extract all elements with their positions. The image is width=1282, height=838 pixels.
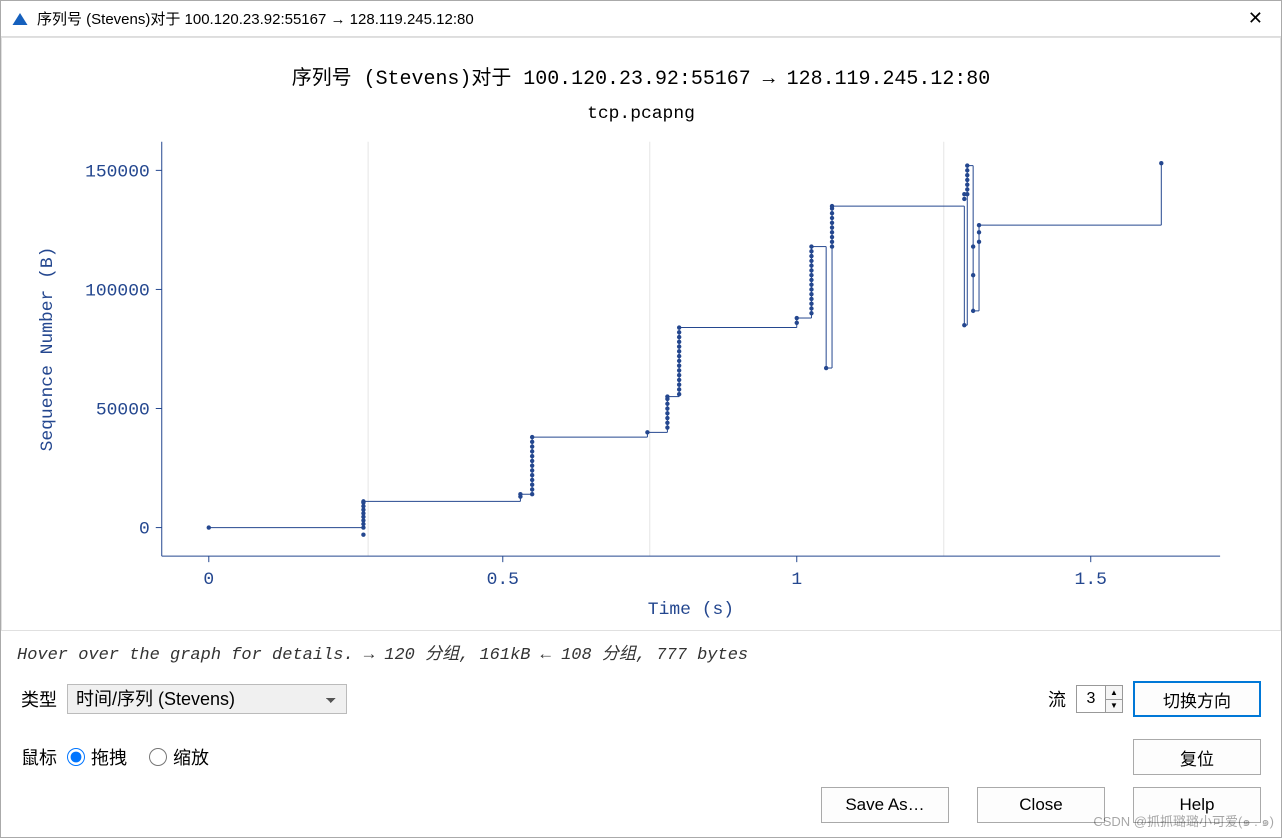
switch-direction-button[interactable]: 切换方向 (1133, 681, 1261, 717)
svg-text:1: 1 (791, 570, 802, 590)
type-select[interactable]: 时间/序列 (Stevens) (67, 684, 347, 714)
bottom-bar: Save As… Close Help (1, 779, 1281, 827)
svg-text:Time (s): Time (s) (648, 600, 734, 620)
stream-label: 流 (1048, 686, 1066, 712)
svg-text:tcp.pcapng: tcp.pcapng (587, 104, 695, 124)
close-button[interactable]: Close (977, 787, 1105, 823)
svg-text:0.5: 0.5 (487, 570, 519, 590)
svg-text:序列号 (Stevens)对于 100.120.23.92:: 序列号 (Stevens)对于 100.120.23.92:55167 → 12… (292, 66, 990, 90)
mouse-label: 鼠标 (21, 744, 57, 770)
save-as-button[interactable]: Save As… (821, 787, 949, 823)
radio-drag[interactable] (67, 748, 85, 766)
type-row: 类型 时间/序列 (Stevens) 流 ▲ ▼ 切换方向 (1, 677, 1281, 721)
chart-svg: 序列号 (Stevens)对于 100.120.23.92:55167 → 12… (2, 38, 1280, 630)
titlebar: 序列号 (Stevens)对于 100.120.23.92:55167 → 12… (1, 1, 1281, 37)
content-area: 序列号 (Stevens)对于 100.120.23.92:55167 → 12… (1, 37, 1281, 837)
svg-text:0: 0 (203, 570, 214, 590)
close-icon[interactable]: ✕ (1240, 8, 1271, 29)
spin-down-icon[interactable]: ▼ (1106, 700, 1122, 713)
spin-up-icon[interactable]: ▲ (1106, 686, 1122, 700)
window-title: 序列号 (Stevens)对于 100.120.23.92:55167 → 12… (37, 8, 1240, 29)
svg-text:0: 0 (139, 520, 150, 540)
type-label: 类型 (21, 686, 57, 712)
svg-text:100000: 100000 (85, 281, 150, 301)
zoom-label: 缩放 (173, 744, 209, 770)
mouse-row: 鼠标 拖拽 缩放 复位 (1, 735, 1281, 779)
svg-text:1.5: 1.5 (1075, 570, 1107, 590)
help-button[interactable]: Help (1133, 787, 1261, 823)
stream-spinner[interactable]: ▲ ▼ (1076, 685, 1123, 713)
chart-container[interactable]: 序列号 (Stevens)对于 100.120.23.92:55167 → 12… (1, 37, 1281, 631)
window-root: 序列号 (Stevens)对于 100.120.23.92:55167 → 12… (0, 0, 1282, 838)
status-text: Hover over the graph for details. → 120 … (1, 631, 1281, 677)
svg-text:150000: 150000 (85, 162, 150, 182)
reset-button[interactable]: 复位 (1133, 739, 1261, 775)
app-icon (11, 10, 29, 28)
drag-label: 拖拽 (91, 744, 127, 770)
svg-text:50000: 50000 (96, 401, 150, 421)
svg-text:Sequence Number (B): Sequence Number (B) (38, 247, 58, 452)
radio-zoom[interactable] (149, 748, 167, 766)
stream-value[interactable] (1077, 686, 1105, 712)
